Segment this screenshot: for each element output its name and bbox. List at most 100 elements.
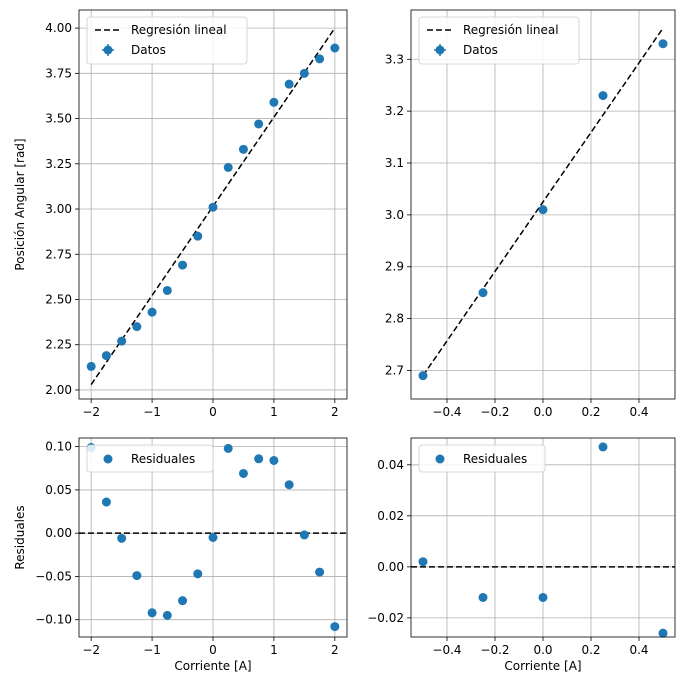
data-point (101, 497, 111, 507)
x-tick-label: 1 (270, 643, 278, 657)
y-tick-label: 2.25 (45, 338, 72, 352)
y-tick-label: −0.02 (367, 611, 404, 625)
y-tick-label: 3.3 (385, 52, 404, 66)
x-tick-label: 2 (331, 643, 339, 657)
y-tick-label: 0.02 (377, 509, 404, 523)
data-point (132, 571, 142, 581)
y-tick-label: 0.05 (45, 483, 72, 497)
regression-line (422, 27, 664, 377)
legend-marker-swatch (103, 454, 113, 464)
legend-label: Regresión lineal (131, 23, 227, 37)
panel-4: −0.4 −0.2 0.0 0.2 0.4 −0.02 0.00 0.02 0.04 Residu… (367, 437, 676, 673)
y-tick-label: 0.00 (377, 560, 404, 574)
y-tick-label: 3.50 (45, 112, 72, 126)
x-tick-label: 1 (270, 405, 278, 419)
data-point (178, 596, 188, 606)
x-tick-label: −0.4 (432, 643, 461, 657)
x-tick-label: −2 (82, 643, 100, 657)
data-point (478, 592, 488, 602)
data-point (418, 557, 428, 567)
data-point (299, 530, 309, 540)
y-tick-label: 4.00 (45, 21, 72, 35)
data-point (147, 608, 157, 618)
x-tick-label: 2 (331, 405, 339, 419)
panel-2: −0.4 −0.2 0.0 0.2 0.4 2.7 2.8 2.9 3.0 3.1 3.2 3.3 Re… (385, 9, 676, 419)
axes-frame (78, 9, 348, 400)
y-axis-label: Posición Angular [rad] (13, 138, 27, 270)
data-point (269, 455, 279, 465)
x-tick-label: −0.2 (480, 405, 509, 419)
data-point (86, 361, 96, 371)
legend-label: Datos (131, 43, 166, 57)
data-point (598, 442, 608, 452)
data-point (162, 610, 172, 620)
y-tick-label: 3.0 (385, 208, 404, 222)
legend-box (418, 444, 546, 473)
data-point (101, 351, 111, 361)
x-tick-label: −1 (143, 643, 161, 657)
data-point (418, 371, 428, 381)
x-tick-label: −0.4 (432, 405, 461, 419)
data-point (598, 91, 608, 101)
data-point (658, 628, 668, 638)
axes-frame (410, 437, 676, 638)
data-point (284, 480, 294, 490)
y-tick-label: 0.10 (45, 440, 72, 454)
y-tick-label: 2.75 (45, 247, 72, 261)
y-tick-label: 2.00 (45, 383, 72, 397)
legend-label: Residuales (463, 452, 527, 466)
data-point (254, 454, 264, 464)
data-point (117, 533, 127, 543)
data-point (299, 68, 309, 78)
y-tick-label: −0.10 (35, 613, 72, 627)
x-tick-label: 0.4 (629, 405, 648, 419)
x-tick-label: 0.2 (581, 643, 600, 657)
data-point (193, 569, 203, 579)
x-axis-label: Corriente [A] (504, 659, 581, 673)
data-point (147, 307, 157, 317)
axes-frame (410, 9, 676, 400)
data-point (315, 567, 325, 577)
data-point (284, 79, 294, 89)
data-point (478, 288, 488, 298)
data-point (330, 43, 340, 53)
data-point (315, 54, 325, 64)
x-tick-label: 0.0 (533, 643, 552, 657)
data-point (238, 144, 248, 154)
y-tick-label: 3.2 (385, 104, 404, 118)
data-point (538, 592, 548, 602)
y-tick-label: 3.00 (45, 202, 72, 216)
y-tick-label: 2.9 (385, 260, 404, 274)
data-point (238, 468, 248, 478)
x-tick-label: 0 (209, 405, 217, 419)
legend-box (86, 444, 214, 473)
data-point (162, 285, 172, 295)
x-tick-label: 0.4 (629, 643, 648, 657)
data-point (658, 39, 668, 49)
x-tick-label: −1 (143, 405, 161, 419)
y-tick-label: 3.25 (45, 157, 72, 171)
data-point (223, 443, 233, 453)
data-point (208, 202, 218, 212)
data-point (208, 533, 218, 542)
x-tick-label: 0 (209, 643, 217, 657)
y-tick-label: 2.7 (385, 363, 404, 377)
data-point (254, 119, 264, 129)
x-axis-label: Corriente [A] (174, 659, 251, 673)
y-tick-label: 2.50 (45, 292, 72, 306)
legend-box (86, 16, 248, 65)
data-point (193, 231, 203, 241)
data-point (132, 322, 142, 332)
data-point (223, 162, 233, 172)
panel-1: −2 −1 0 1 2 2.00 2.25 2.50 2.75 3.00 3.25 3.50 3.75 4… (13, 9, 348, 419)
data-point (538, 205, 548, 215)
data-point (178, 260, 188, 270)
x-tick-label: 0.0 (533, 405, 552, 419)
y-tick-label: −0.05 (35, 569, 72, 583)
legend-marker-swatch (435, 454, 445, 464)
legend-label: Datos (463, 43, 498, 57)
axes-frame (78, 437, 348, 638)
y-tick-label: 0.04 (377, 458, 404, 472)
panel-3: −2 −1 0 1 2 −0.10 −0.05 0.00 0.05 0.10 Residuales C… (13, 437, 348, 673)
